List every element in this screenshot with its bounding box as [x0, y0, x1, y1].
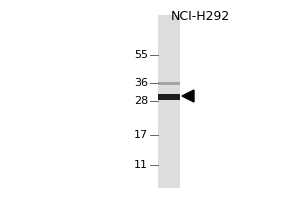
Text: 36: 36 — [134, 78, 148, 88]
Text: 55: 55 — [134, 50, 148, 60]
Text: 28: 28 — [134, 96, 148, 106]
Text: 11: 11 — [134, 160, 148, 170]
Polygon shape — [182, 90, 194, 102]
Text: 17: 17 — [134, 130, 148, 140]
Text: NCI-H292: NCI-H292 — [170, 10, 230, 23]
